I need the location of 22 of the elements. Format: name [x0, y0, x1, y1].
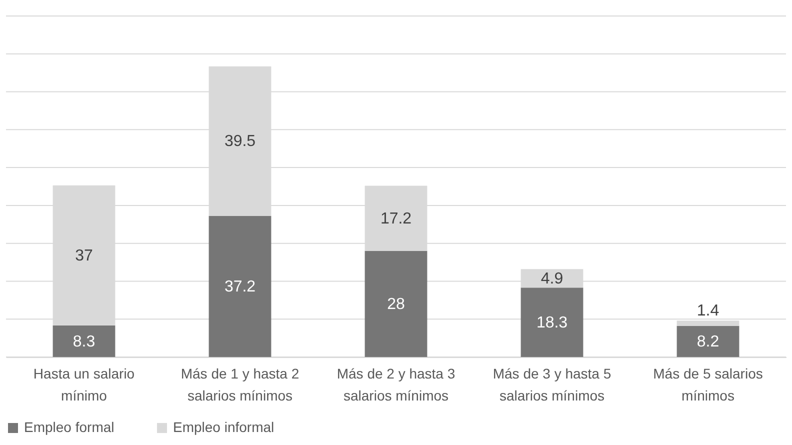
data-label: 39.5	[224, 133, 256, 150]
data-label: 8.2	[696, 333, 720, 350]
bar	[520, 288, 584, 357]
legend-label: Empleo formal	[24, 419, 114, 435]
bar	[52, 326, 116, 357]
x-tick-label: Más de 3 y hasta 5 salarios mínimos	[492, 366, 612, 404]
legend-label: Empleo informal	[173, 419, 274, 435]
x-tick-label: Hasta un salario mínimo	[33, 366, 135, 404]
data-label: 18.3	[536, 314, 568, 332]
data-label: 37	[75, 247, 93, 264]
bar	[364, 250, 428, 357]
data-label: 37.2	[224, 278, 256, 296]
bar	[208, 216, 272, 357]
data-label: 4.9	[540, 270, 564, 288]
data-label: 1.4	[696, 302, 720, 320]
x-tick-label: Más de 1 y hasta 2 salarios mínimos	[180, 366, 300, 404]
x-tick-label: Más de 5 salarios mínimos	[653, 366, 763, 404]
data-label: 28	[387, 296, 405, 313]
data-label: 17.2	[380, 210, 412, 228]
x-tick-label: Más de 2 y hasta 3 salarios mínimos	[336, 366, 456, 404]
bar	[676, 326, 740, 357]
data-label: 8.3	[72, 333, 96, 350]
